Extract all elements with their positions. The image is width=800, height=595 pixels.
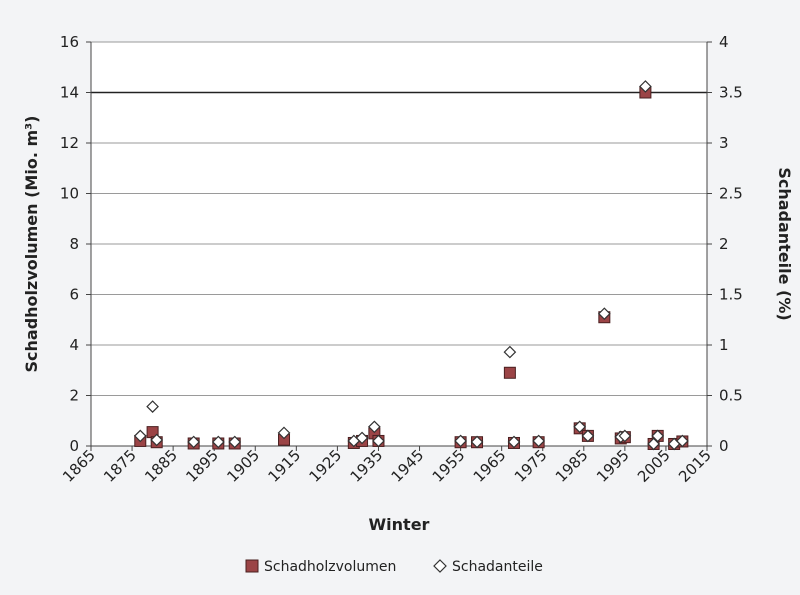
legend-marker-schadanteile <box>433 559 447 573</box>
point-schadanteile <box>355 431 369 445</box>
point-schadanteile <box>647 437 660 451</box>
point-schadanteile <box>507 435 521 449</box>
point-schadanteile <box>573 420 587 434</box>
point-schadanteile <box>454 434 467 448</box>
point-schadanteile <box>228 435 242 449</box>
point-schadanteile <box>368 420 381 434</box>
x-tick-label: 2015 <box>675 446 715 486</box>
y-axis-title-right: Schadanteile (%) <box>775 167 794 320</box>
x-tick-label: 1965 <box>470 446 510 486</box>
y-tick-label-right: 3.5 <box>719 84 743 102</box>
y-tick-label-left: 2 <box>69 387 79 405</box>
y-axis-title-left: Schadholzvolumen (Mio. m³) <box>22 116 41 373</box>
point-schadanteile <box>211 435 225 449</box>
x-tick-label: 1995 <box>593 446 633 486</box>
point-schadanteile <box>676 434 689 448</box>
y-tick-label-right: 3 <box>719 134 729 152</box>
x-tick-label: 1925 <box>305 446 345 486</box>
point-schadanteile <box>532 434 545 448</box>
x-tick-label: 1975 <box>511 446 551 486</box>
x-tick-label: 1875 <box>100 446 140 486</box>
y-tick-label-left: 8 <box>69 235 79 253</box>
x-tick-label: 1945 <box>388 446 428 486</box>
x-tick-label: 1885 <box>141 446 181 486</box>
point-schadanteile <box>503 345 517 359</box>
point-schadanteile <box>146 400 159 413</box>
y-tick-label-right: 0.5 <box>719 387 743 405</box>
grid-lines <box>91 41 707 396</box>
legend-marker-schadholzvolumen <box>245 559 259 573</box>
y-tick-label-left: 14 <box>60 84 79 102</box>
point-schadanteile <box>639 80 652 93</box>
x-tick-label: 1915 <box>264 446 304 486</box>
y-tick-label-left: 4 <box>69 336 79 354</box>
y-tick-label-left: 6 <box>69 286 79 304</box>
y-tick-label-left: 0 <box>69 437 79 455</box>
x-tick-label: 1955 <box>429 446 469 486</box>
y-tick-label-right: 2 <box>719 235 729 253</box>
y-tick-label-right: 1.5 <box>719 286 743 304</box>
legend-label-schadholzvolumen: Schadholzvolumen <box>264 559 396 575</box>
x-tick-label: 1905 <box>223 446 263 486</box>
y-tick-label-right: 1 <box>719 336 729 354</box>
point-schadanteile <box>187 435 201 449</box>
legend: Schadholzvolumen Schadanteile <box>245 559 543 575</box>
y-tick-label-right: 4 <box>719 33 729 51</box>
point-schadanteile <box>372 434 385 448</box>
y-tick-label-left: 10 <box>60 185 79 203</box>
point-schadanteile <box>470 435 484 449</box>
legend-label-schadanteile: Schadanteile <box>452 559 543 575</box>
data-points <box>133 80 689 451</box>
x-tick-label: 1935 <box>347 446 387 486</box>
y-tick-label-right: 0 <box>719 437 729 455</box>
x-tick-label: 1895 <box>182 446 222 486</box>
x-axis-title: Winter <box>369 515 430 534</box>
point-schadanteile <box>133 429 147 443</box>
point-schadanteile <box>651 429 665 443</box>
point-schadanteile <box>597 307 611 321</box>
y-tick-label-right: 2.5 <box>719 185 743 203</box>
point-schadanteile <box>277 426 291 440</box>
x-tick-label: 2005 <box>634 446 674 486</box>
point-schadholzvolumen <box>503 366 516 379</box>
y-tick-label-left: 12 <box>60 134 79 152</box>
x-tick-label: 1865 <box>59 446 99 486</box>
point-schadanteile <box>581 429 595 443</box>
y-tick-label-left: 16 <box>60 33 79 51</box>
point-schadanteile <box>150 433 164 447</box>
x-tick-label: 1985 <box>552 446 592 486</box>
point-schadanteile <box>618 429 632 443</box>
